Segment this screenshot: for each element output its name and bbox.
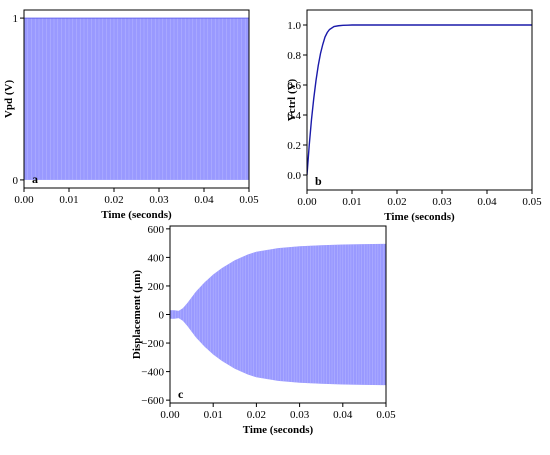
x-axis-label: Time (seconds): [384, 211, 455, 223]
chart-panel-b: 0.00 0.01 0.02 0.03 0.04 0.05 0.0 0.2 0.4 0.6 0.8 1…: [286, 9, 542, 223]
plot-area: [170, 243, 386, 386]
y-tick-label: 0.2: [287, 140, 301, 152]
y-tick-label: 0.4: [287, 110, 301, 122]
x-tick-label: 0.03: [290, 409, 310, 421]
plot-area: [24, 17, 249, 180]
x-tick-label: 0.05: [522, 196, 542, 208]
panel-letter: a: [32, 172, 38, 186]
y-tick-label: 0: [159, 310, 165, 322]
y-tick-label: −400: [141, 367, 164, 379]
y-tick-label: 1: [13, 13, 19, 25]
x-tick-label: 0.01: [342, 196, 361, 208]
y-tick-label: 0.0: [287, 170, 301, 182]
series-line: [307, 24, 532, 176]
y-tick-label: −600: [141, 395, 164, 407]
x-tick-label: 0.00: [160, 409, 180, 421]
panel-letter: b: [315, 174, 322, 188]
y-tick-label: −200: [141, 338, 164, 350]
y-tick-label: 600: [148, 224, 165, 236]
chart-panel-c: 0.00 0.01 0.02 0.03 0.04 0.05 600 400 200 0 −200 −4…: [131, 224, 396, 436]
x-tick-label: 0.04: [194, 194, 214, 206]
plot-frame: [306, 9, 533, 191]
y-axis-label: Vctrl (V): [286, 78, 298, 121]
y-axis-label: Vpd (V): [3, 80, 15, 119]
y-tick-label: 400: [148, 252, 165, 264]
x-tick-label: 0.02: [247, 409, 266, 421]
y-tick-label: 0.6: [287, 80, 301, 92]
plot-frame: [23, 9, 250, 189]
x-tick-label: 0.00: [297, 196, 317, 208]
y-axis-label: Displacement (µm): [131, 270, 143, 359]
plot-area: [307, 24, 532, 176]
x-tick-label: 0.01: [204, 409, 223, 421]
x-tick-label: 0.03: [432, 196, 452, 208]
x-axis-label: Time (seconds): [101, 209, 172, 221]
y-tick-label: 1.0: [287, 20, 301, 32]
x-tick-label: 0.04: [333, 409, 353, 421]
y-tick-label: 200: [148, 281, 165, 293]
panel-letter: c: [178, 387, 184, 401]
x-tick-label: 0.03: [149, 194, 169, 206]
x-tick-label: 0.05: [239, 194, 259, 206]
y-tick-label: 0.8: [287, 50, 301, 62]
x-tick-label: 0.04: [477, 196, 497, 208]
x-tick-label: 0.00: [14, 194, 34, 206]
x-axis-label: Time (seconds): [243, 424, 314, 436]
chart-panel-a: 0.00 0.01 0.02 0.03 0.04 0.05 0 1 Time (seconds)…: [3, 9, 259, 221]
x-tick-label: 0.02: [104, 194, 123, 206]
x-tick-label: 0.02: [387, 196, 406, 208]
y-tick-label: 0: [13, 175, 19, 187]
x-tick-label: 0.01: [59, 194, 78, 206]
x-tick-label: 0.05: [376, 409, 396, 421]
